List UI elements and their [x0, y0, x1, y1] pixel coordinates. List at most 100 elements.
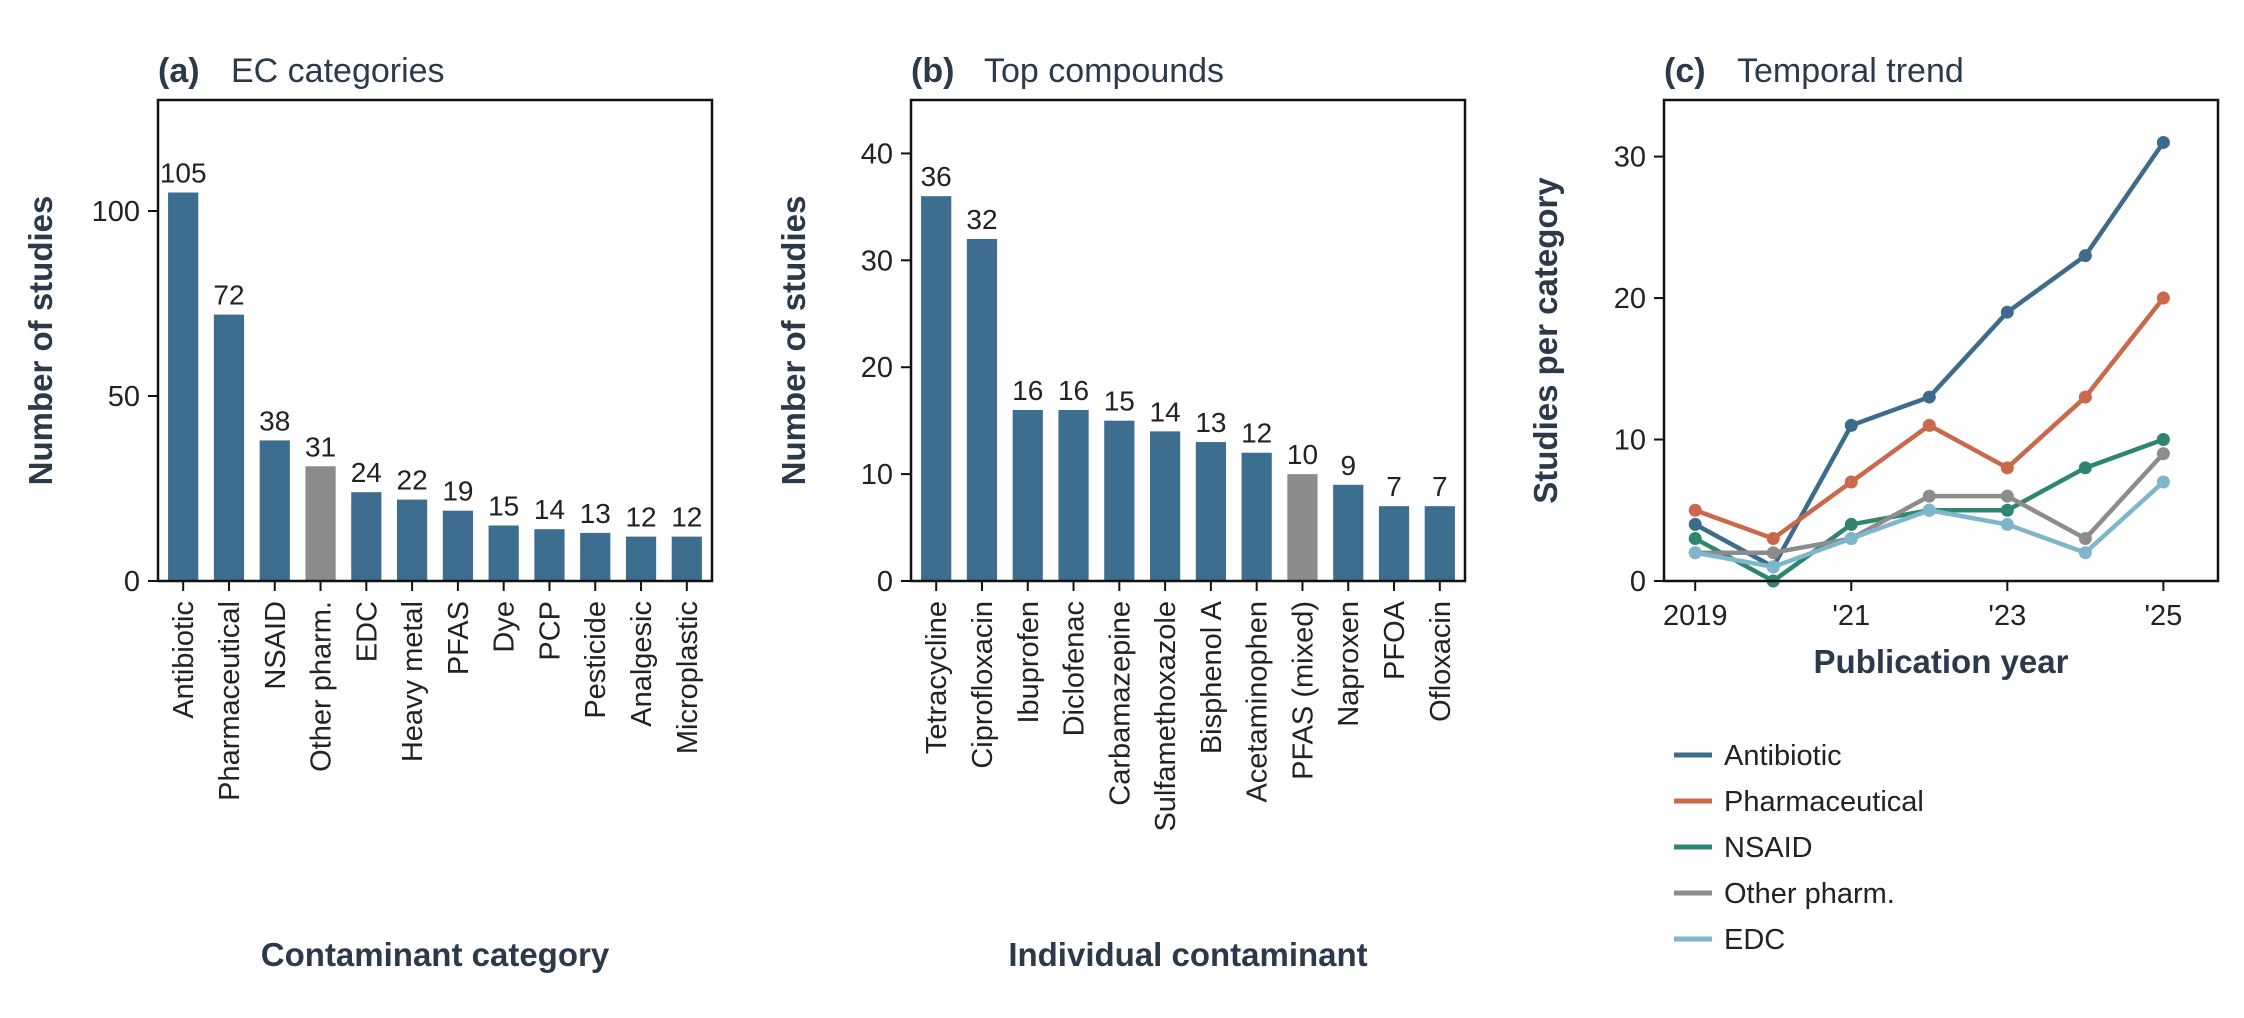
y-tick-label: 30 [861, 245, 893, 277]
x-tick-label: Antibiotic [168, 601, 200, 719]
legend-label: Other pharm. [1724, 878, 1895, 910]
bar [1058, 409, 1089, 581]
data-point [1688, 517, 1702, 531]
x-tick-label: '23 [1988, 600, 2026, 632]
x-tick-label: NSAID [260, 601, 292, 690]
bar-value-label: 31 [305, 431, 336, 462]
y-tick-label: 0 [124, 566, 140, 598]
bar [168, 192, 199, 581]
bar-value-label: 10 [1287, 439, 1318, 470]
data-point [2156, 135, 2170, 149]
bar [351, 492, 382, 581]
bar-value-label: 14 [1150, 396, 1181, 427]
data-point [2000, 517, 2014, 531]
bar [1287, 474, 1318, 581]
bar-value-label: 12 [625, 502, 656, 533]
legend-label: Pharmaceutical [1724, 786, 1924, 818]
panel-b: 36 Tetracycline 32 Ciprofloxacin 16 Ibuprofen… [775, 52, 1467, 973]
panel-a: 105 Antibiotic 72 Pharmaceutical 38 NSAID 31 Ot… [22, 52, 714, 973]
x-tick-label: Acetaminophen [1242, 601, 1274, 803]
x-tick-label: Analgesic [626, 601, 658, 727]
y-tick-label: 20 [1614, 283, 1646, 315]
bar [305, 466, 336, 581]
x-tick-label: Ciprofloxacin [967, 601, 999, 769]
panel-title: EC categories [231, 52, 445, 90]
data-point [2000, 461, 2014, 475]
panel-letter: (c) [1664, 52, 1706, 90]
x-tick-label: Dye [489, 601, 521, 653]
bar-value-label: 7 [1386, 471, 1402, 502]
bar-value-label: 15 [488, 491, 519, 522]
legend-label: EDC [1724, 924, 1785, 956]
bar-value-label: 13 [580, 498, 611, 529]
bar-value-label: 12 [671, 502, 702, 533]
data-point [2078, 390, 2092, 404]
y-tick-label: 30 [1614, 142, 1646, 174]
data-point [1766, 532, 1780, 546]
bar [1149, 431, 1181, 581]
data-point [2000, 503, 2014, 517]
data-point [2078, 546, 2092, 560]
bar [966, 238, 998, 581]
x-tick-label: Tetracycline [921, 601, 953, 754]
bar [488, 525, 519, 581]
x-tick-label: '25 [2144, 600, 2182, 632]
x-tick-label: Ofloxacin [1425, 601, 1457, 722]
panel-c: 2019 '21 '23 '25 0 10 20 30 (c) Temporal trend Stu… [1527, 52, 2220, 956]
data-point [1688, 546, 1702, 560]
bar [921, 196, 952, 581]
bar-value-label: 15 [1104, 386, 1135, 417]
y-tick-label: 100 [92, 196, 140, 228]
bar [1241, 452, 1272, 581]
data-point [2156, 433, 2170, 447]
y-tick-label: 40 [861, 138, 893, 170]
data-point [1688, 532, 1702, 546]
data-point [1844, 517, 1858, 531]
bar [442, 510, 474, 581]
x-tick-label: Pesticide [580, 601, 612, 719]
bar [396, 499, 428, 581]
bar-value-label: 72 [213, 280, 244, 311]
y-tick-label: 0 [1630, 566, 1646, 598]
data-point [1922, 390, 1936, 404]
bar-value-label: 16 [1012, 375, 1043, 406]
x-tick-label: '21 [1832, 600, 1870, 632]
bar [534, 529, 565, 581]
bar-value-label: 19 [442, 476, 473, 507]
bar [580, 532, 611, 581]
x-tick-label: EDC [351, 601, 383, 662]
bar-value-label: 9 [1340, 450, 1356, 481]
bar [1424, 506, 1455, 581]
legend: Antibiotic Pharmaceutical NSAID Other pharm… [1674, 740, 1924, 956]
bar-value-label: 13 [1195, 407, 1226, 438]
x-tick-label: Ibuprofen [1013, 601, 1045, 724]
panel-letter: (b) [911, 52, 954, 90]
panel-letter: (a) [158, 52, 200, 90]
bar-value-label: 38 [259, 405, 290, 436]
data-point [2156, 291, 2170, 305]
x-tick-label: 2019 [1663, 600, 1728, 632]
bar-value-label: 24 [351, 457, 382, 488]
x-tick-label: PCP [534, 601, 566, 661]
legend-label: NSAID [1724, 832, 1813, 864]
data-point [1844, 532, 1858, 546]
bar-value-label: 14 [534, 494, 565, 525]
bar [213, 314, 245, 581]
bar [1104, 420, 1135, 581]
data-point [2000, 489, 2014, 503]
bar [1333, 484, 1364, 581]
bar [1195, 442, 1227, 581]
data-point [1922, 503, 1936, 517]
bar-value-label: 105 [160, 158, 207, 189]
x-axis-title: Publication year [1814, 643, 2069, 680]
bar-value-label: 32 [966, 204, 997, 235]
y-axis-title: Number of studies [775, 196, 812, 486]
y-tick-label: 10 [1614, 425, 1646, 457]
plot-frame [909, 98, 1467, 583]
data-point [1766, 546, 1780, 560]
panel-title: Temporal trend [1737, 52, 1964, 90]
data-point [2156, 447, 2170, 461]
series-line [1692, 140, 2166, 570]
bar-value-label: 36 [921, 161, 952, 192]
